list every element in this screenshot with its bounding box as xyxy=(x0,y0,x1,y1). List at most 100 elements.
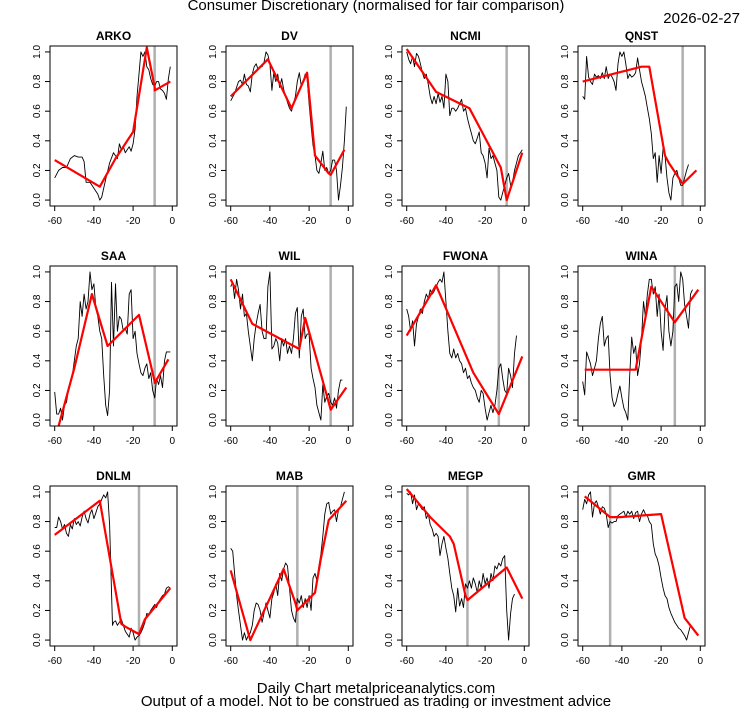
y-tick-label: 0.6 xyxy=(384,324,395,338)
y-tick-label: 0.4 xyxy=(32,353,43,367)
y-tick-label: 0.6 xyxy=(208,544,219,558)
y-tick-label: 0.8 xyxy=(32,294,43,308)
y-tick-label: 0.6 xyxy=(32,104,43,118)
panel-title: DNLM xyxy=(96,469,131,483)
x-tick-label: -40 xyxy=(439,656,454,667)
x-tick-label: 0 xyxy=(522,216,528,227)
price-line xyxy=(582,271,693,421)
y-tick-label: 0.8 xyxy=(384,514,395,528)
y-tick-label: 0.4 xyxy=(32,133,43,147)
x-tick-label: -20 xyxy=(126,216,141,227)
x-tick-label: -20 xyxy=(302,656,317,667)
x-tick-label: -20 xyxy=(126,436,141,447)
x-tick-label: -20 xyxy=(302,216,317,227)
y-tick-label: 0.6 xyxy=(384,104,395,118)
model-fit-line xyxy=(229,500,348,642)
y-tick-label: 0.2 xyxy=(384,383,395,397)
x-tick-label: -60 xyxy=(575,216,590,227)
panel-title: ARKO xyxy=(96,29,131,43)
x-tick-label: -40 xyxy=(87,656,102,667)
x-tick-label: -40 xyxy=(87,216,102,227)
y-tick-label: 0.4 xyxy=(384,573,395,587)
price-line xyxy=(406,271,517,421)
y-tick-label: 0.0 xyxy=(384,193,395,207)
x-tick-label: -20 xyxy=(654,656,669,667)
y-tick-label: 0.0 xyxy=(32,413,43,427)
x-tick-label: -60 xyxy=(47,216,62,227)
x-tick-label: 0 xyxy=(698,216,704,227)
model-fit-line xyxy=(405,488,524,602)
y-tick-label: 1.0 xyxy=(384,485,395,499)
x-tick-label: -20 xyxy=(478,656,493,667)
price-line xyxy=(582,51,689,201)
x-tick-label: -40 xyxy=(615,436,630,447)
panel-saa: SAA -60 -40 -20 0 0.0 0.2 0.4 0.6 0.8 1.0 xyxy=(32,249,178,447)
price-line xyxy=(406,51,523,201)
x-tick-label: -20 xyxy=(478,436,493,447)
panels-grid: ARKO -60 -40 -20 0 0.0 0.2 0.4 0.6 0.8 1.0 DV -60 -40… xyxy=(32,29,706,667)
panel-dv: DV -60 -40 -20 0 0.0 0.2 0.4 0.6 0.8 1.0 xyxy=(208,29,354,227)
panel-title: MEGP xyxy=(448,469,483,483)
chart-date: 2026-02-27 xyxy=(663,10,740,27)
price-line xyxy=(582,491,691,641)
footer-disclaimer: Output of a model. Not to be construed a… xyxy=(141,693,611,708)
y-tick-label: 0.2 xyxy=(32,603,43,617)
y-tick-label: 0.8 xyxy=(32,514,43,528)
y-tick-label: 0.8 xyxy=(208,294,219,308)
y-tick-label: 0.8 xyxy=(32,74,43,88)
y-tick-label: 0.6 xyxy=(32,324,43,338)
x-tick-label: -60 xyxy=(223,436,238,447)
panel-mab: MAB -60 -40 -20 0 0.0 0.2 0.4 0.6 0.8 1.0 xyxy=(208,469,354,667)
price-line xyxy=(230,271,343,421)
x-tick-label: -20 xyxy=(654,436,669,447)
panel-title: WINA xyxy=(626,249,658,263)
panel-ncmi: NCMI -60 -40 -20 0 0.0 0.2 0.4 0.6 0.8 1.0 xyxy=(384,29,530,227)
y-tick-label: 0.6 xyxy=(32,544,43,558)
panel-megp: MEGP -60 -40 -20 0 0.0 0.2 0.4 0.6 0.8 1.0 xyxy=(384,469,530,667)
y-tick-label: 0.8 xyxy=(208,514,219,528)
y-tick-label: 0.4 xyxy=(384,133,395,147)
price-line xyxy=(54,271,171,421)
y-tick-label: 0.8 xyxy=(384,294,395,308)
y-tick-label: 0.6 xyxy=(560,544,571,558)
panel-title: DV xyxy=(281,29,298,43)
y-tick-label: 1.0 xyxy=(208,265,219,279)
x-tick-label: -20 xyxy=(302,436,317,447)
x-tick-label: 0 xyxy=(346,216,352,227)
y-tick-label: 0.2 xyxy=(384,603,395,617)
y-tick-label: 0.2 xyxy=(208,163,219,177)
x-tick-label: -60 xyxy=(575,656,590,667)
x-tick-label: -60 xyxy=(47,656,62,667)
panel-title: FWONA xyxy=(443,249,489,263)
y-tick-label: 0.2 xyxy=(560,603,571,617)
y-tick-label: 0.0 xyxy=(560,193,571,207)
y-tick-label: 1.0 xyxy=(384,265,395,279)
x-tick-label: -40 xyxy=(263,216,278,227)
footer-source: Daily Chart metalpriceanalytics.com xyxy=(257,680,495,697)
y-tick-label: 1.0 xyxy=(208,485,219,499)
x-tick-label: -20 xyxy=(126,656,141,667)
x-tick-label: -60 xyxy=(223,656,238,667)
price-line xyxy=(230,51,347,201)
panel-arko: ARKO -60 -40 -20 0 0.0 0.2 0.4 0.6 0.8 1.0 xyxy=(32,29,178,227)
x-tick-label: -40 xyxy=(263,436,278,447)
y-tick-label: 0.4 xyxy=(208,573,219,587)
x-tick-label: 0 xyxy=(522,656,528,667)
y-tick-label: 0.8 xyxy=(384,74,395,88)
y-tick-label: 0.8 xyxy=(560,294,571,308)
x-tick-label: -40 xyxy=(439,436,454,447)
y-tick-label: 0.2 xyxy=(208,603,219,617)
model-fit-line xyxy=(405,284,524,416)
x-tick-label: 0 xyxy=(170,656,176,667)
y-tick-label: 0.2 xyxy=(32,383,43,397)
y-tick-label: 1.0 xyxy=(32,45,43,59)
x-tick-label: 0 xyxy=(698,436,704,447)
x-tick-label: 0 xyxy=(346,436,352,447)
model-fit-line xyxy=(584,495,700,637)
model-fit-line xyxy=(54,499,172,636)
x-tick-label: -40 xyxy=(615,216,630,227)
x-tick-label: -40 xyxy=(615,656,630,667)
y-tick-label: 0.0 xyxy=(384,633,395,647)
y-tick-label: 1.0 xyxy=(560,45,571,59)
y-tick-label: 0.0 xyxy=(560,633,571,647)
